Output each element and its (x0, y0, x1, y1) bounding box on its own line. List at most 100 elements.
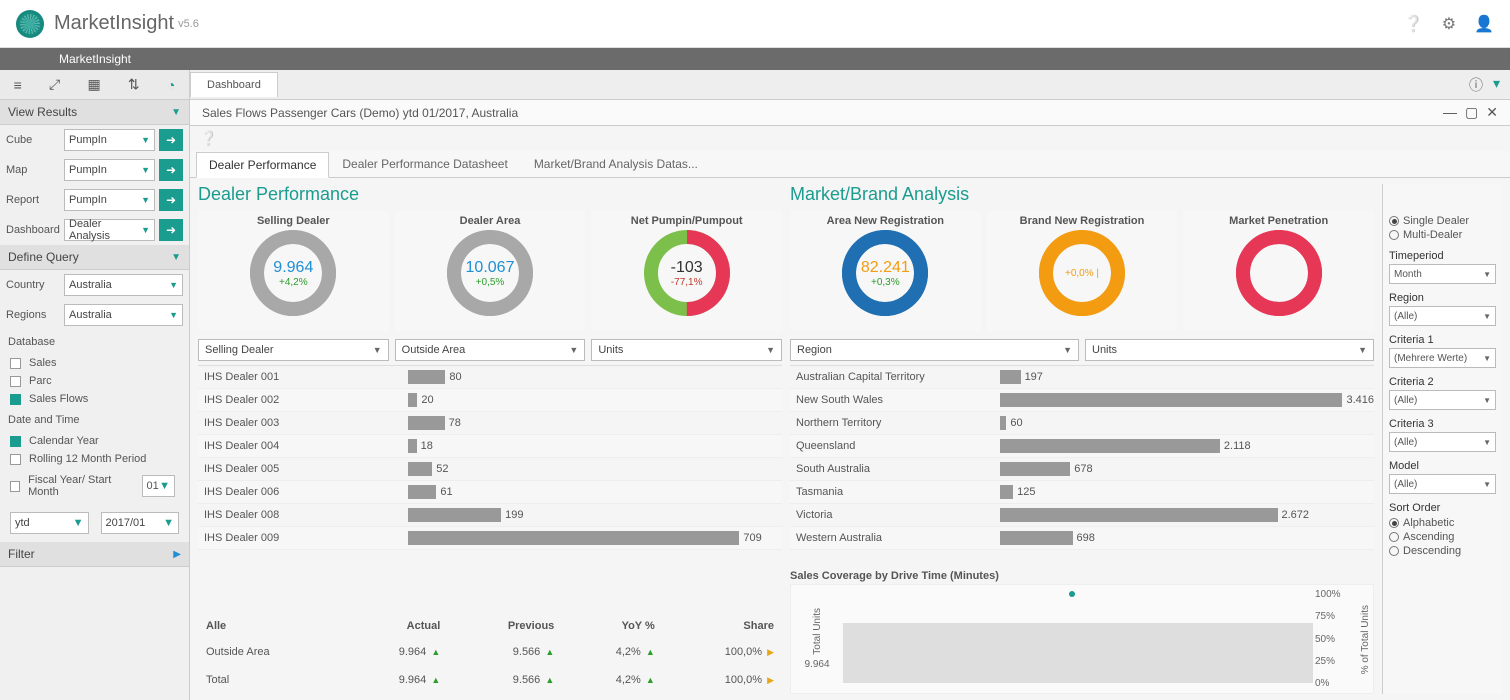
bar-row[interactable]: IHS Dealer 002 20 (198, 389, 782, 412)
help-icon[interactable]: ❔ (1404, 14, 1424, 34)
minimize-icon[interactable]: — (1443, 104, 1457, 121)
menu-icon[interactable]: ≡ (14, 77, 22, 93)
bar-row[interactable]: Tasmania 125 (790, 481, 1374, 504)
region-select[interactable]: (Alle)▼ (1389, 306, 1496, 326)
tab-dashboard[interactable]: Dashboard (190, 72, 278, 97)
market-filter-1[interactable]: Units▼ (1085, 339, 1374, 361)
sort-option[interactable]: Ascending (1389, 530, 1496, 544)
summary-row: Outside Area 9.964 ▲ 9.566 ▲ 4,2% ▲ 100,… (198, 638, 782, 666)
dt-item-2[interactable]: Fiscal Year/ Start Month01▼ (0, 468, 189, 504)
sub-tab-2[interactable]: Market/Brand Analysis Datas... (521, 151, 711, 177)
bar-row[interactable]: New South Wales 3.416 (790, 389, 1374, 412)
bar-row[interactable]: IHS Dealer 008 199 (198, 504, 782, 527)
info-icon[interactable]: ⓘ (1469, 75, 1483, 95)
right-filter-panel: Single Dealer Multi-Dealer Timeperiod Mo… (1382, 184, 1502, 694)
maximize-icon[interactable]: ▢ (1465, 104, 1478, 121)
timeperiod-select[interactable]: Month▼ (1389, 264, 1496, 284)
country-select[interactable]: Australia▼ (64, 274, 183, 296)
bar-row[interactable]: South Australia 678 (790, 458, 1374, 481)
app-title: MarketInsight (54, 12, 174, 35)
sub-tab-0[interactable]: Dealer Performance (196, 152, 329, 178)
vr-go-2[interactable]: ➜ (159, 189, 183, 211)
vr-select-3[interactable]: Dealer Analysis▼ (64, 219, 155, 241)
db-item-0[interactable]: Sales (0, 354, 189, 372)
dt-item-1[interactable]: Rolling 12 Month Period (0, 450, 189, 468)
expand-icon[interactable]: ⤢ (49, 76, 60, 93)
market-filter-0[interactable]: Region▼ (790, 339, 1079, 361)
refresh-icon[interactable]: ◔ (167, 77, 175, 93)
sidebar: ≡ ⤢ ▦ ⇅ ◔ View Results▼ Cube PumpIn▼ ➜ M… (0, 70, 190, 700)
summary-table: AlleActualPreviousYoY %Share Outside Are… (198, 614, 782, 694)
kpi-card: Market Penetration (1183, 211, 1374, 331)
close-icon[interactable]: ✕ (1486, 104, 1498, 121)
bar-row[interactable]: IHS Dealer 001 80 (198, 366, 782, 389)
dt-item-0[interactable]: Calendar Year (0, 432, 189, 450)
breadcrumb-bar: Sales Flows Passenger Cars (Demo) ytd 01… (190, 100, 1510, 126)
vr-label-1: Map (6, 164, 60, 176)
dealer-bar-list[interactable]: IHS Dealer 001 80 IHS Dealer 002 20 IHS … (198, 365, 782, 608)
db-item-2[interactable]: Sales Flows (0, 390, 189, 408)
sort-option[interactable]: Descending (1389, 544, 1496, 558)
kpi-card: Selling Dealer 9.964 +4,2% (198, 211, 389, 331)
regions-label: Regions (6, 309, 60, 321)
settings-icon[interactable]: ⚙ (1442, 14, 1456, 34)
market-bar-list[interactable]: Australian Capital Territory 197 New Sou… (790, 365, 1374, 564)
bar-row[interactable]: Queensland 2.118 (790, 435, 1374, 458)
bar-row[interactable]: IHS Dealer 003 78 (198, 412, 782, 435)
vr-go-3[interactable]: ➜ (159, 219, 183, 241)
sort-option[interactable]: Alphabetic (1389, 516, 1496, 530)
sort-icon[interactable]: ⇅ (128, 76, 140, 93)
kpi-card: Brand New Registration +0,0% | (987, 211, 1178, 331)
view-results-header[interactable]: View Results▼ (0, 100, 189, 125)
bar-row[interactable]: IHS Dealer 005 52 (198, 458, 782, 481)
vr-select-2[interactable]: PumpIn▼ (64, 189, 155, 211)
y-left-value: 9.964 (804, 659, 829, 670)
bar-row[interactable]: Northern Territory 60 (790, 412, 1374, 435)
dealer-filter-2[interactable]: Units▼ (591, 339, 782, 361)
vr-go-0[interactable]: ➜ (159, 129, 183, 151)
dealer-filter-1[interactable]: Outside Area▼ (395, 339, 586, 361)
dealer-filter-0[interactable]: Selling Dealer▼ (198, 339, 389, 361)
criteria1-select[interactable]: (Mehrere Werte)▼ (1389, 348, 1496, 368)
filter-header[interactable]: Filter▶ (0, 542, 189, 567)
bar-row[interactable]: IHS Dealer 009 709 (198, 527, 782, 550)
bar-row[interactable]: Victoria 2.672 (790, 504, 1374, 527)
database-label: Database (0, 330, 189, 354)
dealer-panel-title: Dealer Performance (198, 184, 782, 205)
user-icon[interactable]: 👤 (1474, 14, 1494, 34)
bar-row[interactable]: Western Australia 698 (790, 527, 1374, 550)
multi-dealer-radio[interactable]: Multi-Dealer (1389, 228, 1496, 242)
db-item-1[interactable]: Parc (0, 372, 189, 390)
sidebar-toolbar: ≡ ⤢ ▦ ⇅ ◔ (0, 70, 189, 100)
criteria3-select[interactable]: (Alle)▼ (1389, 432, 1496, 452)
define-query-header[interactable]: Define Query▼ (0, 245, 189, 270)
fiscal-month-select[interactable]: 01▼ (142, 475, 175, 497)
kpi-card: Area New Registration 82.241 +0,3% (790, 211, 981, 331)
range-value-select[interactable]: 2017/01▼ (101, 512, 180, 534)
app-version: v5.6 (178, 18, 199, 30)
vr-label-3: Dashboard (6, 224, 60, 236)
context-help-icon[interactable]: ❔ (200, 130, 217, 146)
y-left-label: Total Units (812, 608, 823, 655)
bar-row[interactable]: IHS Dealer 004 18 (198, 435, 782, 458)
range-type-select[interactable]: ytd▼ (10, 512, 89, 534)
collapse-icon[interactable]: ▾ (1493, 75, 1500, 95)
breadcrumb: Sales Flows Passenger Cars (Demo) ytd 01… (202, 106, 518, 120)
regions-select[interactable]: Australia▼ (64, 304, 183, 326)
sub-tab-1[interactable]: Dealer Performance Datasheet (329, 151, 520, 177)
tab-bar: Dashboard ⓘ ▾ (190, 70, 1510, 100)
module-bar: MarketInsight (0, 48, 1510, 70)
criteria2-select[interactable]: (Alle)▼ (1389, 390, 1496, 410)
vr-select-1[interactable]: PumpIn▼ (64, 159, 155, 181)
grid-icon[interactable]: ▦ (87, 76, 100, 93)
bar-row[interactable]: Australian Capital Territory 197 (790, 366, 1374, 389)
bar-row[interactable]: IHS Dealer 006 61 (198, 481, 782, 504)
kpi-card: Dealer Area 10.067 +0,5% (395, 211, 586, 331)
market-panel-title: Market/Brand Analysis (790, 184, 1374, 205)
single-dealer-radio[interactable]: Single Dealer (1389, 214, 1496, 228)
vr-go-1[interactable]: ➜ (159, 159, 183, 181)
model-select[interactable]: (Alle)▼ (1389, 474, 1496, 494)
vr-select-0[interactable]: PumpIn▼ (64, 129, 155, 151)
datetime-label: Date and Time (0, 408, 189, 432)
coverage-bar (843, 623, 1313, 683)
